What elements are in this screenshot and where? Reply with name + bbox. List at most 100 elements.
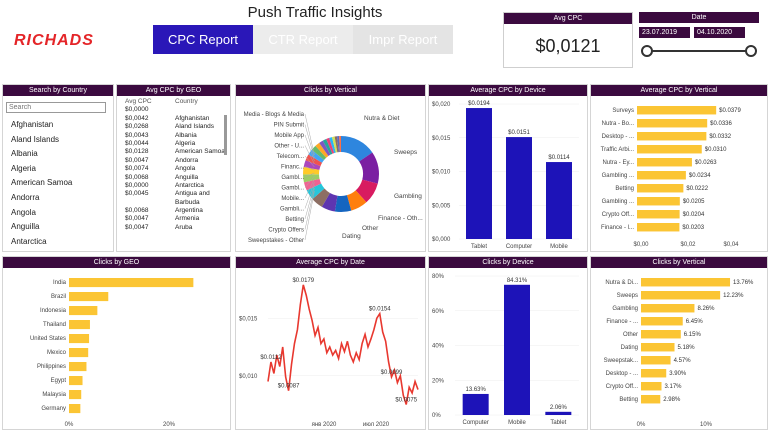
y-tick-label: Gambling ... [602,199,635,205]
table-scrollbar[interactable] [224,115,227,155]
slider-end-handle[interactable] [745,45,757,57]
device-cpc-title: Average CPC by Device [429,85,587,96]
tab-impr-report[interactable]: Impr Report [353,25,453,54]
donut-slice [329,137,336,154]
geo-table-row[interactable]: $0,0047 Aruba [117,224,230,232]
cell-avg-cpc: $0,0268 [125,123,149,131]
geo-table-row[interactable]: $0,0000 [117,106,230,114]
date-end-input[interactable]: 04.10.2020 [694,27,745,38]
donut-label: Betting [285,217,304,223]
slider-start-handle[interactable] [641,45,653,57]
series-line [267,284,419,405]
x-tick-label: $0,00 [633,242,649,248]
data-label: 12.23% [723,293,744,299]
country-item[interactable]: Aland Islands [11,134,60,144]
tab-cpc-report[interactable]: CPC Report [153,25,253,54]
bar [637,106,717,115]
y-tick-label: Nutra - Ey... [602,160,634,166]
donut-label: Gambl... [281,175,304,181]
data-label: $0.0336 [710,121,732,127]
geo-table-row[interactable]: Barbuda [117,199,230,207]
donut-slice [339,136,341,153]
y-tick-label: Traffic Arbi... [601,147,635,153]
tab-ctr-report[interactable]: CTR Report [253,25,353,54]
geo-clicks-chart: Clicks by GEO India Brazil Indonesia Thaila… [2,256,231,430]
cell-avg-cpc: $0,0068 [125,173,149,181]
bar [69,362,87,372]
donut-slice [312,188,330,207]
logo-text: RICHADS [14,32,94,48]
vertical-cpc-title: Average CPC by Vertical [591,85,767,96]
donut-leader [304,134,315,162]
geo-table-row[interactable]: $0,0045 Antigua and [117,190,230,198]
y-tick-label: Desktop - ... [606,371,639,377]
geo-table-row[interactable]: $0,0044 Algeria [117,140,230,148]
cell-country: Aruba [175,223,193,231]
donut-label: Gambli... [280,207,304,213]
country-item[interactable]: Algeria [11,163,36,173]
geo-table-row[interactable]: $0,0000 Antarctica [117,182,230,190]
geo-table-row[interactable]: $0,0068 Anguilla [117,174,230,182]
date-start-input[interactable]: 23.07.2019 [639,27,690,38]
donut-slice [346,190,367,211]
geo-table-row[interactable]: $0,0268 Aland Islands [117,123,230,131]
country-item[interactable]: Antarctica [11,236,47,246]
avg-cpc-title: Avg CPC [504,13,632,24]
cell-country: Anguilla [175,173,199,181]
data-label: 6.15% [684,332,702,338]
country-item[interactable]: Anguilla [11,222,40,232]
donut-label: Nutra & Diet [364,115,400,122]
cell-avg-cpc: $0,0128 [125,148,149,156]
y-tick-label: $0,005 [432,203,451,209]
country-item[interactable]: Albania [11,149,38,159]
geo-table-row[interactable]: $0,0068 Argentina [117,207,230,215]
country-item[interactable]: Angola [11,207,36,217]
col-header-country[interactable]: Country [175,98,198,105]
y-tick-label: Malaysia [42,392,66,398]
date-cpc-title: Average CPC by Date [236,257,425,268]
cell-avg-cpc: $0,0045 [125,190,149,198]
country-item[interactable]: Afghanistan [11,120,54,129]
col-header-avg-cpc[interactable]: Avg CPC [125,98,152,105]
cell-country: Barbuda [175,198,200,206]
donut-leader [304,166,315,171]
y-tick-label: Betting [615,186,634,192]
y-tick-label: $0,015 [432,136,451,142]
donut-label: Mobile... [281,196,304,202]
bar [69,334,90,344]
donut-slice [305,154,323,167]
data-label: $0.0087 [278,384,300,390]
data-label: $0.0222 [686,186,708,192]
geo-table-row[interactable]: $0,0042 Afghanistan [117,115,230,123]
country-item[interactable]: American Samoa [11,178,73,188]
donut-leader [304,124,315,159]
bar [546,162,572,239]
date-slider[interactable] [639,44,759,58]
country-slicer: Search by Country Afghanistan Aland Isla… [2,84,114,252]
cell-avg-cpc: $0,0068 [125,207,149,215]
bar [69,348,89,358]
y-tick-label: $0,010 [432,170,451,176]
cell-country: Argentina [175,207,203,215]
donut-leader [304,113,315,156]
bar [641,343,675,352]
bar [69,306,98,316]
geo-table-row[interactable]: $0,0043 Albania [117,132,230,140]
device-cpc-chart: Average CPC by Device $0,020 $0,015 $0,010… [428,84,588,252]
geo-table-row[interactable]: $0,0047 Andorra [117,157,230,165]
geo-table-row[interactable]: $0,0047 Armenia [117,215,230,223]
bar [637,184,684,193]
donut-label: Sweepstakes - Other [248,238,304,244]
country-item[interactable]: Andorra [11,192,40,202]
page-title: Push Traffic Insights [247,4,383,21]
country-search-input[interactable] [6,102,106,113]
geo-table-row[interactable]: $0,0128 American Samoa [117,148,230,156]
y-tick-label: Sweepstak... [604,358,639,364]
date-title: Date [639,12,759,23]
data-label: $0.0154 [369,307,391,313]
donut-leader [304,175,315,188]
date-cpc-chart: Average CPC by Date $0,015 $0,010 $0.0179 $… [235,256,426,430]
y-tick-label: Gambling ... [602,173,635,179]
geo-table-row[interactable]: $0,0074 Angola [117,165,230,173]
data-label: $0.0112 [260,355,282,361]
